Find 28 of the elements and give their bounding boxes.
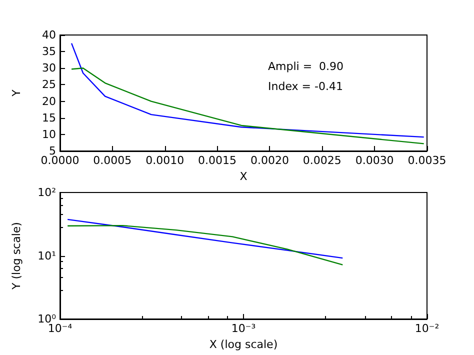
y-tick-label: 40 bbox=[42, 28, 56, 42]
y-tick-label: 10 bbox=[42, 128, 56, 141]
y-tick-label: 20 bbox=[42, 94, 56, 108]
y-tick-label: 25 bbox=[42, 78, 56, 92]
x-tick-label: 0.0010 bbox=[146, 154, 184, 167]
line-series bbox=[66, 218, 344, 259]
x-tick-label: 10⁻³ bbox=[231, 322, 256, 335]
y-tick-label: 10² bbox=[38, 186, 56, 199]
x-tick-label: 0.0005 bbox=[93, 154, 132, 167]
y-axis-title: Y (log scale) bbox=[10, 222, 23, 290]
y-tick-label: 35 bbox=[42, 45, 56, 58]
x-tick-label: 10⁻² bbox=[414, 322, 440, 335]
line-series bbox=[70, 42, 424, 138]
annotation: Ampli = 0.90 bbox=[268, 60, 344, 73]
x-tick-label: 0.0015 bbox=[198, 154, 237, 167]
y-tick-label: 10¹ bbox=[38, 249, 56, 262]
y-axis-title: Y bbox=[10, 89, 23, 98]
y-tick-label: 15 bbox=[42, 111, 56, 124]
x-tick-label: 0.0000 bbox=[40, 154, 80, 167]
x-tick-label: 0.0035 bbox=[408, 154, 446, 167]
x-tick-label: 0.0020 bbox=[250, 154, 289, 167]
x-tick-label: 0.0025 bbox=[302, 154, 342, 167]
x-axis-title: X bbox=[240, 170, 248, 183]
y-tick-label: 30 bbox=[42, 62, 56, 75]
line-series bbox=[66, 224, 344, 266]
x-axis-title: X (log scale) bbox=[209, 338, 278, 351]
annotation: Index = -0.41 bbox=[268, 80, 343, 93]
x-tick-label: 0.0030 bbox=[355, 154, 394, 167]
